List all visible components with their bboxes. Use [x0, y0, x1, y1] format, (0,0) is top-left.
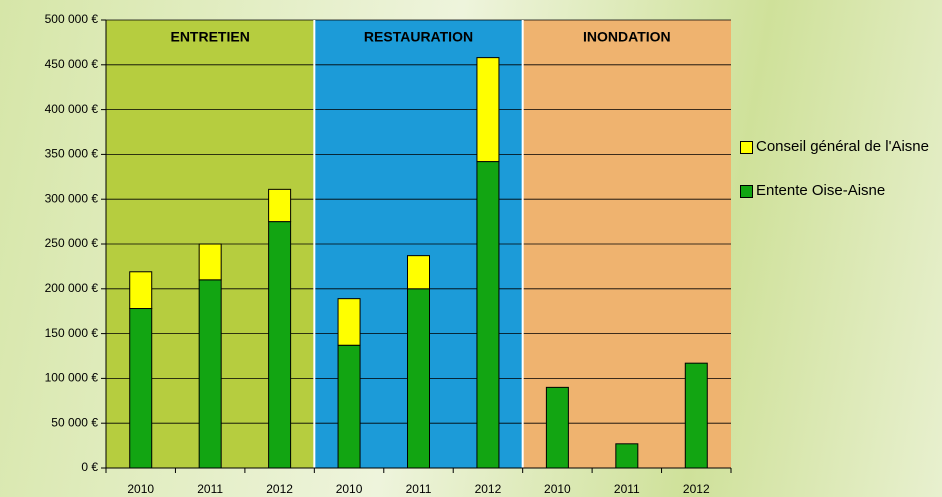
bar-segment: [198, 243, 222, 281]
bar-segment: [129, 271, 153, 310]
bar-segment: [476, 161, 500, 469]
bar-segment: [684, 362, 708, 469]
bar-segment: [407, 288, 430, 469]
bar-segment: [545, 386, 569, 469]
group-label: RESTAURATION: [364, 29, 473, 45]
x-tick-label: 2012: [683, 482, 710, 496]
bar-segment: [198, 279, 222, 469]
legend-item: Entente Oise-Aisne: [740, 182, 940, 200]
y-tick-label: 300 000 €: [45, 191, 99, 205]
bar-segment: [476, 57, 500, 163]
bar-segment: [337, 344, 361, 469]
group-label: ENTRETIEN: [170, 29, 249, 45]
y-tick-label: 400 000 €: [45, 102, 99, 116]
y-tick-label: 150 000 €: [45, 326, 99, 340]
x-tick-label: 2010: [336, 482, 363, 496]
x-tick-label: 2011: [406, 482, 432, 496]
y-tick-label: 350 000 €: [45, 147, 99, 161]
legend-swatch: [740, 185, 753, 198]
y-tick-label: 100 000 €: [45, 371, 99, 385]
bar-segment: [268, 221, 292, 469]
x-tick-label: 2012: [266, 482, 293, 496]
legend-label: Entente Oise-Aisne: [756, 182, 886, 199]
x-tick-label: 2011: [614, 482, 640, 496]
y-tick-label: 500 000 €: [45, 12, 99, 26]
y-tick-label: 250 000 €: [45, 236, 99, 250]
bar-segment: [268, 188, 292, 223]
legend-item: Conseil général de l'Aisne: [740, 138, 940, 156]
x-tick-label: 2010: [127, 482, 154, 496]
x-tick-label: 2010: [544, 482, 571, 496]
y-tick-label: 200 000 €: [45, 281, 99, 295]
y-tick-label: 450 000 €: [45, 57, 99, 71]
x-tick-label: 2012: [475, 482, 502, 496]
legend-swatch: [740, 141, 753, 154]
legend-label: Conseil général de l'Aisne: [756, 138, 929, 155]
y-tick-label: 0 €: [81, 460, 98, 474]
bar-segment: [615, 443, 639, 469]
group-label: INONDATION: [583, 29, 671, 45]
x-tick-label: 2011: [197, 482, 223, 496]
legend: Conseil général de l'Aisne Entente Oise-A…: [740, 138, 940, 226]
bar-segment: [407, 255, 430, 290]
bar-segment: [337, 298, 361, 346]
y-tick-label: 50 000 €: [51, 415, 98, 429]
bar-segment: [129, 308, 153, 469]
